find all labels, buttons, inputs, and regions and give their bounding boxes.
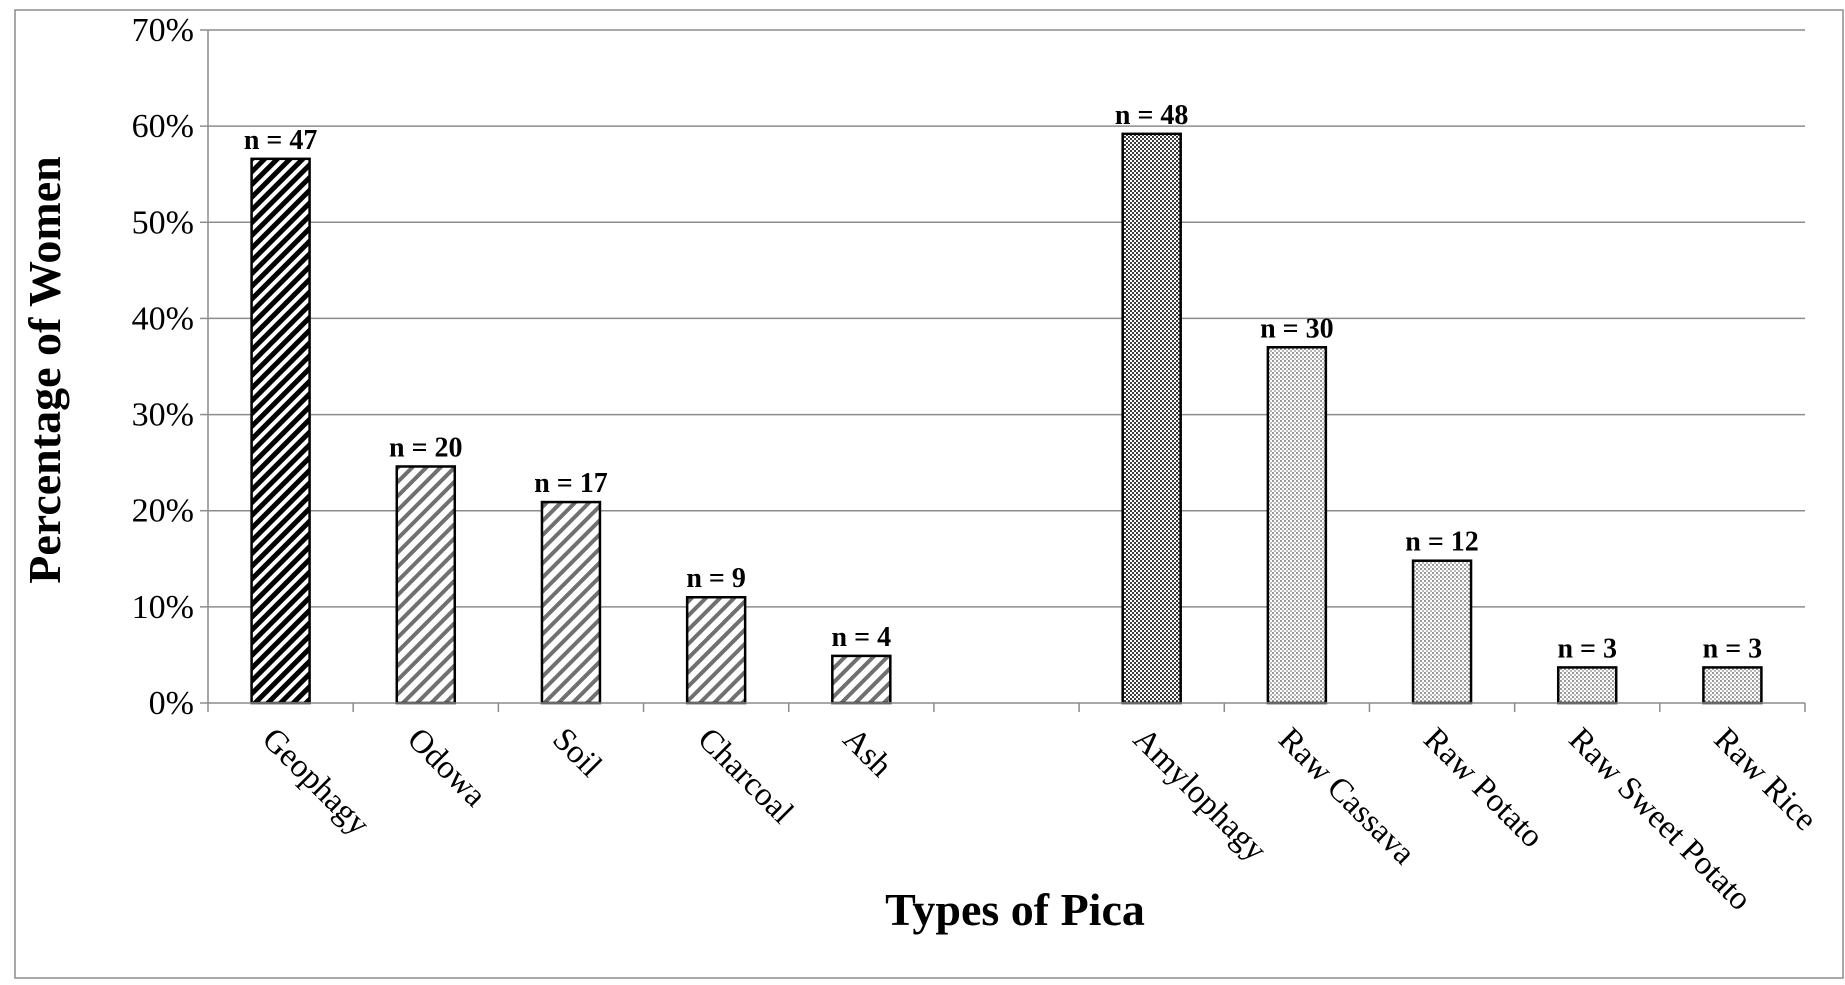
x-category-label: Charcoal <box>690 721 800 831</box>
axes <box>200 29 1806 712</box>
y-tick-label: 60% <box>132 108 194 145</box>
data-label: n = 9 <box>686 563 746 594</box>
data-label: n = 47 <box>244 125 318 156</box>
bar-charcoal <box>685 595 747 705</box>
data-label: n = 12 <box>1405 527 1479 558</box>
y-tick-label: 0% <box>149 685 194 722</box>
bar-amylophagy <box>1121 132 1182 705</box>
x-category-label: Raw Rice <box>1707 721 1824 838</box>
bars <box>250 132 1763 705</box>
data-label: n = 3 <box>1557 633 1617 664</box>
bar-raw-sweet-potato <box>1556 666 1618 705</box>
y-tick-label: 10% <box>132 589 194 626</box>
labels: 0% 10% 20% 30% 40% 50% 60% 70% n = 47 Geophagy n =… <box>132 12 1824 918</box>
bar-odowa <box>395 465 457 705</box>
x-category-label: Raw Cassava <box>1271 721 1422 872</box>
x-category-label: Raw Potato <box>1416 721 1550 855</box>
data-label: n = 17 <box>534 468 608 499</box>
data-label: n = 4 <box>832 622 892 653</box>
x-category-label: Geophagy <box>255 721 377 843</box>
chart-border <box>14 9 1844 979</box>
y-tick-label: 70% <box>132 12 194 49</box>
data-label: n = 30 <box>1260 313 1334 344</box>
gridlines <box>208 29 1805 608</box>
x-axis-title: Types of Pica <box>885 884 1145 935</box>
y-axis-title: Percentage of Women <box>19 156 70 584</box>
x-category-label: Odowa <box>400 721 493 814</box>
bar-raw-cassava <box>1266 346 1328 705</box>
bar-raw-rice <box>1702 666 1763 705</box>
data-label: n = 20 <box>389 432 463 463</box>
bar-geophagy <box>250 157 311 705</box>
x-category-label: Amylophagy <box>1126 721 1274 869</box>
y-tick-label: 50% <box>132 204 194 241</box>
x-category-label: Ash <box>836 721 899 784</box>
data-label: n = 48 <box>1115 100 1189 131</box>
bar-soil <box>540 500 602 705</box>
data-label: n = 3 <box>1703 633 1763 664</box>
y-tick-label: 40% <box>132 300 194 337</box>
bar-raw-potato <box>1411 559 1473 705</box>
x-category-label: Soil <box>545 721 608 784</box>
y-tick-label: 30% <box>132 397 194 434</box>
y-tick-label: 20% <box>132 493 194 530</box>
bar-ash <box>831 654 892 705</box>
